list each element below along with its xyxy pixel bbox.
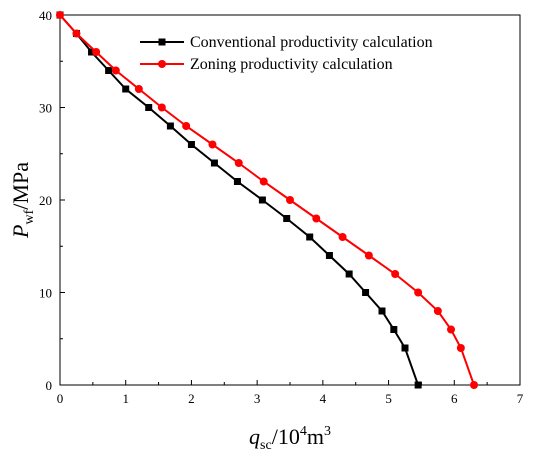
data-point [447, 325, 455, 334]
data-point [433, 307, 442, 315]
data-point [157, 103, 166, 112]
y-tick-label: 40 [39, 8, 52, 23]
data-point [286, 196, 294, 204]
series-2 [56, 11, 478, 389]
data-point [122, 85, 130, 93]
data-point [414, 288, 423, 297]
data-point [72, 29, 81, 38]
x-tick-label: 3 [254, 391, 261, 406]
legend-item-2: Zoning productivity calculation [140, 56, 393, 73]
data-point [88, 48, 96, 56]
legend-marker [158, 38, 166, 46]
y-tick-label: 0 [46, 378, 53, 393]
data-point [362, 289, 370, 296]
data-point [166, 122, 174, 130]
data-point [325, 252, 333, 259]
x-tick-label: 6 [451, 391, 458, 406]
axes: 0 1 2 3 4 5 6 7 0 10 20 30 40 [39, 8, 524, 406]
data-point [182, 122, 191, 130]
data-point [345, 270, 353, 278]
y-tick-label: 20 [39, 193, 52, 208]
data-point [187, 141, 195, 148]
data-point [145, 104, 153, 111]
data-point [470, 381, 478, 389]
data-point [134, 85, 143, 93]
data-point [259, 177, 268, 186]
data-point [283, 215, 291, 222]
y-axis-title: Pwf/MPa [8, 162, 37, 239]
x-tick-label: 1 [122, 391, 129, 406]
legend: Conventional productivity calculation Zon… [140, 34, 433, 73]
data-point [111, 66, 120, 75]
data-point [210, 159, 218, 167]
data-point [401, 344, 409, 352]
x-tick-label: 7 [517, 391, 524, 406]
data-point [456, 344, 465, 352]
x-tick-label: 5 [385, 391, 392, 406]
legend-label: Zoning productivity calculation [190, 56, 393, 73]
x-tick-label: 2 [188, 391, 195, 406]
y-tick-label: 10 [39, 286, 52, 301]
x-tick-label: 4 [320, 391, 327, 406]
data-point [391, 270, 400, 278]
x-axis-title: qsc/104m3 [249, 424, 331, 453]
data-point [364, 251, 373, 260]
legend-label: Conventional productivity calculation [190, 34, 433, 51]
data-point [258, 196, 266, 204]
data-point [234, 159, 243, 167]
series-layer [56, 11, 478, 389]
data-point [105, 67, 113, 74]
data-point [56, 11, 64, 19]
legend-item-1: Conventional productivity calculation [140, 34, 433, 51]
data-point [390, 326, 398, 333]
data-point [233, 178, 241, 185]
data-point [306, 233, 314, 241]
y-tick-label: 30 [39, 101, 52, 116]
data-point [378, 307, 386, 315]
data-point [312, 214, 321, 223]
legend-marker [158, 60, 166, 68]
x-tick-label: 0 [57, 391, 64, 406]
data-point [92, 48, 101, 56]
series-line [59, 14, 475, 386]
data-point [208, 140, 217, 149]
data-point [414, 381, 422, 389]
data-point [338, 233, 347, 241]
